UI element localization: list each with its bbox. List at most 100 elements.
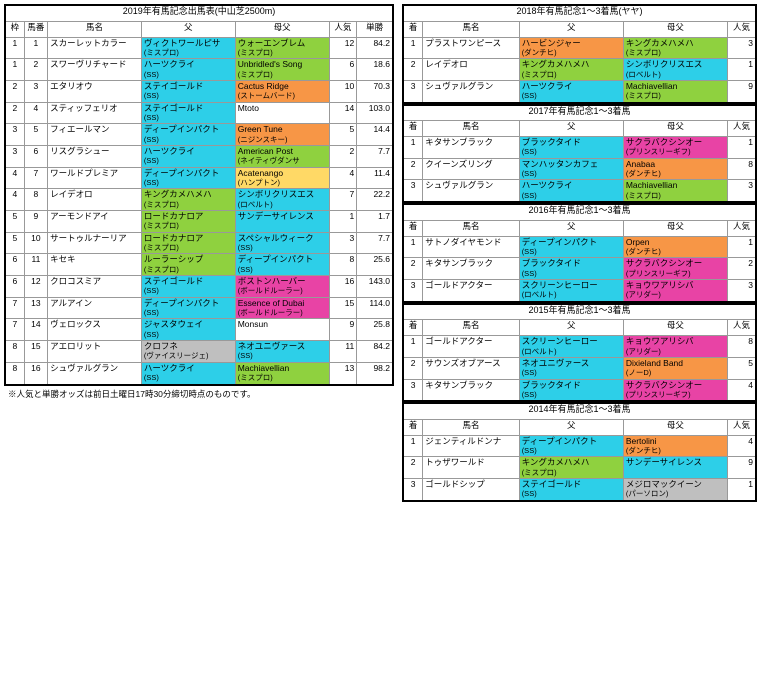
cell-name: シュヴァルグラン (423, 80, 519, 102)
year-title: 2017年有馬記念1～3着馬 (403, 105, 756, 121)
cell-name: ヴェロックス (48, 319, 142, 341)
cell-sire: ロードカナロア(ミスプロ) (141, 232, 235, 254)
cell-dam: シンボリクリスエス(ロベルト) (235, 189, 329, 211)
cell-pop: 6 (329, 59, 357, 81)
cell-dam: Monsun (235, 319, 329, 341)
cell-odds: 84.2 (357, 341, 393, 363)
cell-sire: ステイゴールド(SS) (141, 102, 235, 124)
cell-sire: ジャスタウェイ(SS) (141, 319, 235, 341)
cell-dam: Machiavellian(ミスプロ) (623, 80, 727, 102)
table-row: 59アーモンドアイロードカナロア(ミスプロ)サンデーサイレンス11.7 (5, 211, 393, 233)
cell-name: サトノダイヤモンド (423, 236, 519, 258)
layout-container: 2019年有馬記念出馬表(中山芝2500m) 枠 馬番 馬名 父 母父 人気 単… (0, 0, 768, 506)
cell-sire: ディープインパクト(SS) (141, 124, 235, 146)
table-row: 2サウンズオブアースネオユニヴァース(SS)Dixieland Band(ノーD… (403, 357, 756, 379)
cell-name: キタサンブラック (423, 258, 519, 280)
cell-name: ジェンティルドンナ (423, 435, 519, 457)
cell-place: 1 (403, 435, 423, 457)
cell-dam: Dixieland Band(ノーD) (623, 357, 727, 379)
year-table: 2016年有馬記念1～3着馬着馬名父母父人気1サトノダイヤモンドディープインパク… (402, 203, 757, 303)
cell-pop: 3 (727, 280, 756, 302)
cell-pop: 9 (329, 319, 357, 341)
cell-sire: スクリーンヒーロー(ロベルト) (519, 336, 623, 358)
cell-pop: 4 (727, 379, 756, 401)
h-place: 着 (403, 419, 423, 435)
cell-sire: マンハッタンカフェ(SS) (519, 158, 623, 180)
cell-odds: 103.0 (357, 102, 393, 124)
h-sire: 父 (141, 21, 235, 37)
cell-odds: 84.2 (357, 37, 393, 59)
h-num: 馬番 (24, 21, 47, 37)
year-title: 2018年有馬記念1～3着馬(ヤヤ) (403, 5, 756, 21)
cell-waku: 1 (5, 37, 24, 59)
cell-dam: Green Tune(ニジンスキー) (235, 124, 329, 146)
cell-waku: 5 (5, 211, 24, 233)
cell-dam: Cactus Ridge(ストームバード) (235, 80, 329, 102)
cell-sire: ハービンジャー(ダンチヒ) (519, 37, 623, 59)
cell-pop: 4 (329, 167, 357, 189)
cell-dam: Mtoto (235, 102, 329, 124)
cell-dam: メジロマックイーン(パーソロン) (623, 479, 727, 501)
cell-dam: Machiavellian(ミスプロ) (623, 180, 727, 202)
table-row: 12スワーヴリチャードハーツクライ(SS)Unbridled's Song(ミス… (5, 59, 393, 81)
cell-dam: ウォーエンブレム(ミスプロ) (235, 37, 329, 59)
table-row: 47ワールドプレミアディープインパクト(SS)Acatenango(ハンプトン)… (5, 167, 393, 189)
cell-sire: ステイゴールド(SS) (141, 276, 235, 298)
cell-pop: 12 (329, 37, 357, 59)
cell-name: フィエールマン (48, 124, 142, 146)
table-row: 612クロコスミアステイゴールド(SS)ボストンハーバー(ボールドルーラー)16… (5, 276, 393, 298)
cell-pop: 5 (329, 124, 357, 146)
h-pop: 人気 (727, 121, 756, 137)
h-place: 着 (403, 320, 423, 336)
cell-place: 3 (403, 180, 423, 202)
table-row: 3ゴールドアクタースクリーンヒーロー(ロベルト)キョウワアリシバ(アリダー)3 (403, 280, 756, 302)
h-dam: 母父 (235, 21, 329, 37)
cell-odds: 11.4 (357, 167, 393, 189)
table-row: 2レイデオロキングカメハメハ(ミスプロ)シンボリクリスエス(ロベルト)1 (403, 59, 756, 81)
cell-place: 2 (403, 258, 423, 280)
cell-waku: 1 (5, 59, 24, 81)
cell-num: 1 (24, 37, 47, 59)
cell-name: シュヴァルグラン (423, 180, 519, 202)
cell-num: 4 (24, 102, 47, 124)
year-title: 2014年有馬記念1～3着馬 (403, 403, 756, 419)
table-row: 36リスグラシューハーツクライ(SS)American Post(ネイティヴダン… (5, 145, 393, 167)
cell-num: 10 (24, 232, 47, 254)
h-pop: 人気 (329, 21, 357, 37)
cell-dam: Unbridled's Song(ミスプロ) (235, 59, 329, 81)
cell-pop: 10 (329, 80, 357, 102)
year-block: 2014年有馬記念1～3着馬着馬名父母父人気1ジェンティルドンナディープインパク… (402, 402, 757, 502)
cell-place: 1 (403, 137, 423, 159)
cell-pop: 15 (329, 297, 357, 319)
cell-odds: 25.6 (357, 254, 393, 276)
table-row: 815アエロリットクロフネ(ヴァイスリージェ)ネオユニヴァース(SS)1184.… (5, 341, 393, 363)
year-title: 2016年有馬記念1～3着馬 (403, 204, 756, 220)
cell-pop: 8 (727, 336, 756, 358)
cell-pop: 2 (329, 145, 357, 167)
cell-pop: 1 (727, 479, 756, 501)
table-row: 2トゥザワールドキングカメハメハ(ミスプロ)サンデーサイレンス9 (403, 457, 756, 479)
h-name: 馬名 (423, 121, 519, 137)
cell-dam: キョウワアリシバ(アリダー) (623, 280, 727, 302)
h-pop: 人気 (727, 220, 756, 236)
cell-sire: ステイゴールド(SS) (519, 479, 623, 501)
cell-dam: Machiavellian(ミスプロ) (235, 362, 329, 384)
cell-name: アーモンドアイ (48, 211, 142, 233)
year-header-row: 着馬名父母父人気 (403, 21, 756, 37)
cell-sire: ネオユニヴァース(SS) (519, 357, 623, 379)
cell-sire: ハーツクライ(SS) (141, 362, 235, 384)
cell-sire: ステイゴールド(SS) (141, 80, 235, 102)
cell-sire: キングカメハメハ(ミスプロ) (519, 457, 623, 479)
cell-odds: 7.7 (357, 232, 393, 254)
header-row: 枠 馬番 馬名 父 母父 人気 単勝 (5, 21, 393, 37)
year-header-row: 着馬名父母父人気 (403, 419, 756, 435)
cell-dam: Anabaa(ダンチヒ) (623, 158, 727, 180)
footnote: ※人気と単勝オッズは前日土曜日17時30分締切時点のものです。 (4, 386, 394, 402)
cell-place: 2 (403, 158, 423, 180)
cell-name: クロコスミア (48, 276, 142, 298)
cell-dam: サクラバクシンオー(プリンスリーギフ) (623, 137, 727, 159)
cell-sire: ハーツクライ(SS) (141, 145, 235, 167)
cell-num: 9 (24, 211, 47, 233)
h-sire: 父 (519, 121, 623, 137)
cell-name: リスグラシュー (48, 145, 142, 167)
